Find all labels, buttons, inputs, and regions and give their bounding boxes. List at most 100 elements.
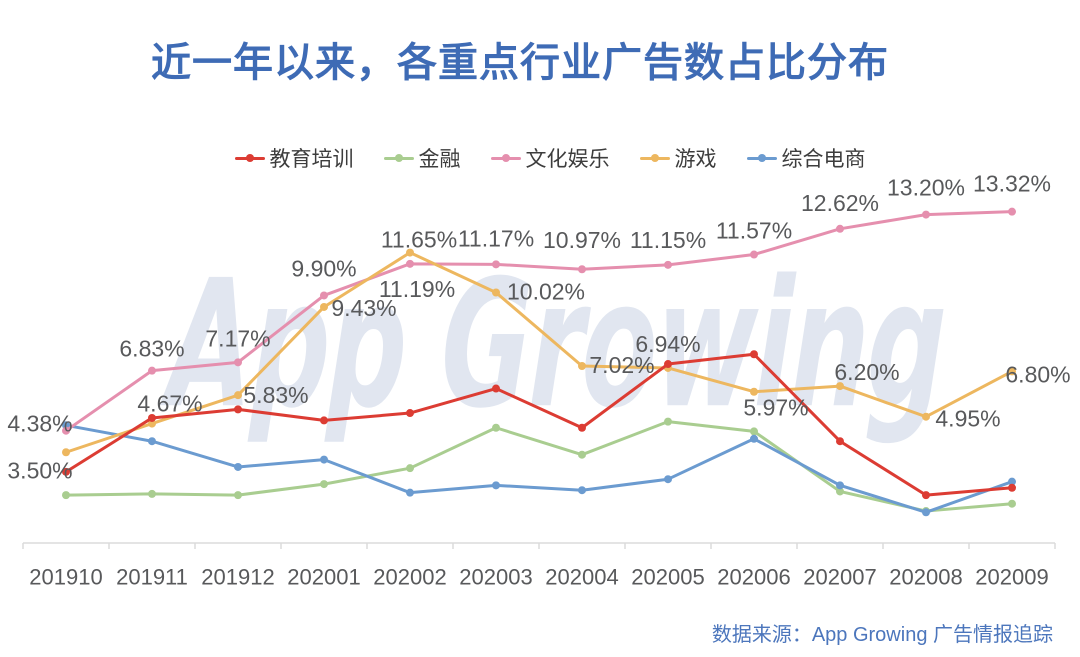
data-point-finance [234,491,242,500]
data-point-education [664,360,672,369]
data-point-ecommerce [578,486,586,495]
series-line-games [64,251,1014,454]
value-label-games: 6.20% [834,359,899,385]
data-point-culture-entertainment [406,259,414,268]
legend-item-culture-entertainment: 文化娱乐 [490,143,610,173]
x-tick-label: 202004 [545,565,618,590]
data-point-education [750,350,758,359]
value-label-games: 7.02% [589,352,654,378]
value-label-culture-entertainment: 11.17% [458,225,534,251]
value-label-culture-entertainment: 13.20% [887,175,965,201]
value-label-games: 9.43% [331,295,396,321]
data-point-culture-entertainment [234,358,242,367]
data-point-games [492,288,500,297]
value-label-culture-entertainment: 9.90% [291,255,356,281]
legend-label-games: 游戏 [674,148,717,171]
data-point-culture-entertainment [492,260,500,269]
value-label-culture-entertainment: 11.57% [716,218,792,244]
x-tick-label: 202007 [803,565,876,590]
data-point-games [406,248,414,257]
legend-item-finance: 金融 [383,143,461,173]
value-label-culture-entertainment: 13.32% [973,171,1051,197]
value-label-games: 6.94% [635,331,700,357]
value-label-games: 5.97% [743,395,808,421]
data-point-finance [406,464,414,473]
x-tick-label: 202008 [889,565,962,590]
data-point-education [234,405,242,414]
data-point-ecommerce [492,481,500,490]
value-label-culture-entertainment: 12.62% [801,190,879,216]
data-point-ecommerce [1008,477,1016,486]
data-point-education [492,384,500,393]
data-point-ecommerce [922,508,930,517]
data-point-games [234,391,242,400]
legend-label-education: 教育培训 [269,148,354,171]
legend-line-dot-icon [234,153,265,163]
legend-item-education: 教育培训 [234,143,354,173]
x-tick-label: 202005 [631,565,704,590]
value-label-culture-entertainment: 6.83% [119,336,184,362]
data-point-culture-entertainment [320,291,328,300]
data-point-culture-entertainment [1008,207,1016,216]
value-label-games: 10.02% [507,279,585,305]
x-tick-label: 201911 [116,565,188,590]
x-tick-label: 201910 [29,565,102,590]
legend-line-dot-icon [639,153,670,163]
value-label-games: 6.80% [1005,361,1070,387]
data-point-culture-entertainment [148,366,156,375]
data-point-games [320,302,328,311]
series-line-culture-entertainment [64,210,1014,433]
data-point-ecommerce [664,475,672,484]
data-point-finance [1008,499,1016,508]
value-label-games: 3.50% [7,457,72,483]
value-label-culture-entertainment: 4.38% [7,411,72,437]
legend-label-ecommerce: 综合电商 [781,148,866,171]
data-point-education [922,491,930,500]
data-point-ecommerce [234,462,242,471]
chart-title: 近一年以来，各重点行业广告数占比分布 [151,41,889,85]
data-point-culture-entertainment [664,260,672,269]
data-point-games [148,419,156,428]
data-point-ecommerce [148,437,156,446]
value-label-games: 5.83% [243,382,308,408]
value-label-culture-entertainment: 10.97% [543,227,621,253]
value-label-games: 11.65% [381,227,457,253]
data-point-education [320,416,328,425]
series-line-ecommerce [64,423,1014,514]
x-tick-label: 201912 [201,565,274,590]
data-point-culture-entertainment [750,250,758,259]
legend: 教育培训 金融 文化娱乐 游戏 综合电商 [0,143,1080,173]
data-point-finance [750,427,758,436]
x-tick-label: 202006 [717,565,790,590]
data-point-games [578,362,586,371]
legend-label-culture-entertainment: 文化娱乐 [525,148,610,171]
data-point-games [922,412,930,421]
series-line-education [64,352,1014,497]
data-point-culture-entertainment [922,210,930,219]
data-point-finance [320,480,328,489]
data-point-ecommerce [750,434,758,443]
data-point-finance [578,450,586,459]
series-line-finance [64,420,1014,513]
x-tick-label: 202002 [373,565,446,590]
x-tick-label: 202009 [975,565,1048,590]
data-point-culture-entertainment [62,426,70,435]
data-point-finance [148,489,156,498]
data-point-education [406,409,414,418]
legend-label-finance: 金融 [418,148,461,171]
data-point-finance [664,417,672,426]
data-point-culture-entertainment [578,265,586,274]
value-label-culture-entertainment: 11.19% [379,276,455,302]
data-point-games [62,448,70,457]
data-point-games [836,382,844,391]
data-point-education [836,437,844,446]
data-point-ecommerce [406,488,414,497]
data-point-finance [62,491,70,500]
data-point-ecommerce [836,481,844,490]
data-point-education [148,413,156,422]
value-label-games: 4.95% [935,406,1000,432]
legend-line-dot-icon [383,153,414,163]
legend-item-ecommerce: 综合电商 [746,143,866,173]
